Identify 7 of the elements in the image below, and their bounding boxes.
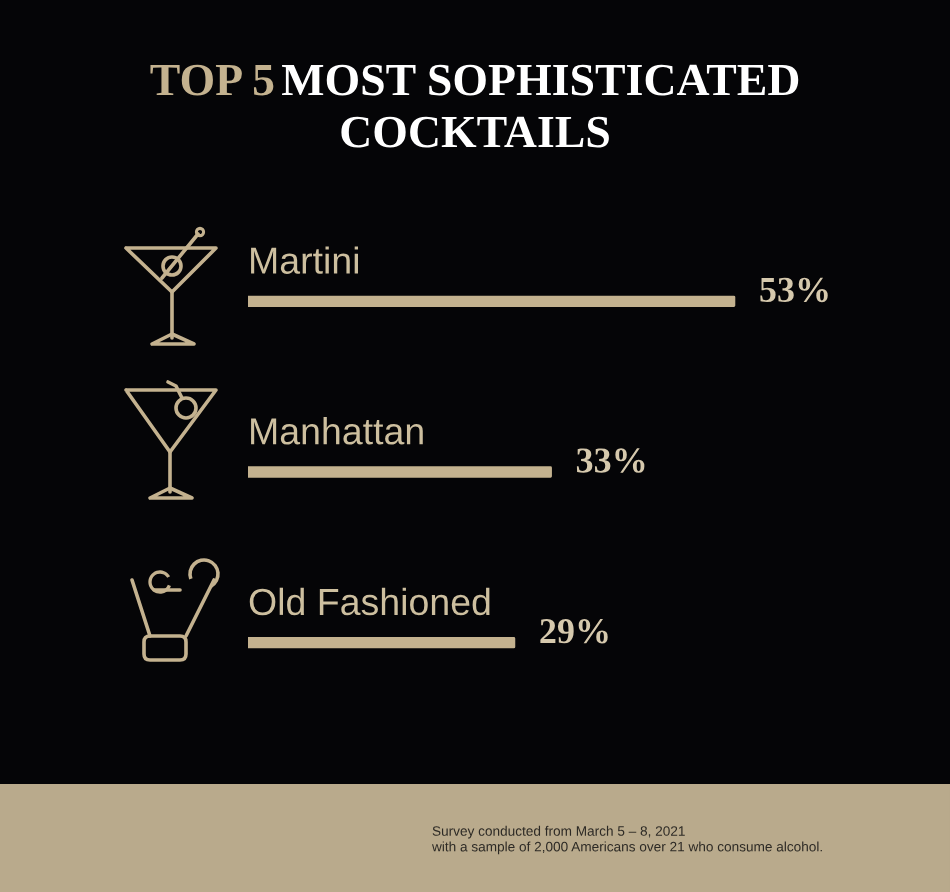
y-tick-label: Manhattan bbox=[251, 417, 423, 445]
y-tick-label: Martini bbox=[251, 246, 358, 274]
y-tick-label: Old Fashioned bbox=[249, 587, 490, 616]
data-label: 33% bbox=[576, 448, 645, 473]
data-label: 53% bbox=[760, 277, 828, 303]
chart-title: TOP 5 MOST SOPHISTICATED COCKTAILS bbox=[150, 64, 799, 148]
data-label: 29% bbox=[540, 619, 608, 644]
